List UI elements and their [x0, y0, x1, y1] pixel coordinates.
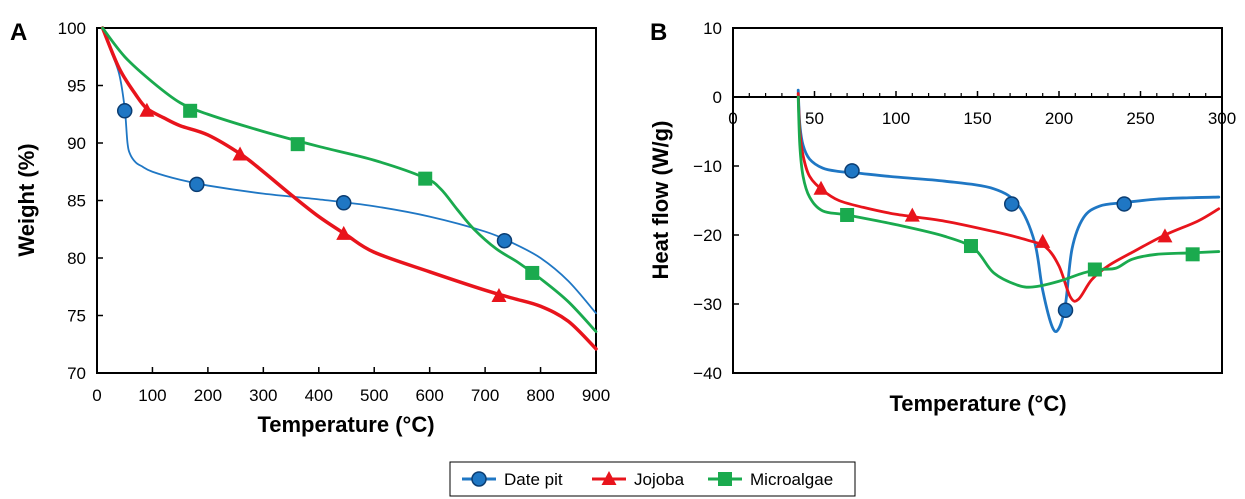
data-point-date-pit [496, 233, 513, 249]
data-point-date-pit [1116, 196, 1132, 212]
series-line-date-pit [101, 27, 597, 315]
legend-item-jojoba: Jojoba [592, 470, 685, 489]
x-tick-label: 250 [1126, 109, 1154, 128]
data-point-jojoba [1157, 228, 1173, 243]
panel-a-markers [116, 102, 540, 302]
panel-a-x-axis-title: Temperature (°C) [257, 412, 434, 437]
data-point-microalgae [525, 265, 540, 280]
y-tick-label: −20 [693, 226, 722, 245]
legend-box [449, 461, 856, 497]
x-tick-label: 300 [1208, 109, 1236, 128]
panel-a-lines [100, 26, 598, 351]
x-tick-label: 100 [882, 109, 910, 128]
data-point-microalgae [183, 103, 198, 118]
y-tick-label: 80 [67, 249, 86, 268]
legend-item-date-pit: Date pit [462, 470, 563, 489]
x-tick-label: 700 [471, 386, 499, 405]
panel-b-x-axis-title: Temperature (°C) [889, 391, 1066, 416]
legend-swatch-marker [471, 471, 487, 487]
y-tick-label: −40 [693, 364, 722, 383]
data-point-jojoba [336, 225, 352, 240]
data-point-jojoba [813, 180, 829, 195]
legend-items: Date pit Jojoba Microalgae [462, 470, 833, 489]
x-tick-label: 800 [526, 386, 554, 405]
legend-item-microalgae: Microalgae [708, 470, 833, 489]
series-line-jojoba [796, 92, 1221, 303]
data-point-jojoba [1035, 233, 1051, 248]
y-tick-label: 10 [703, 19, 722, 38]
x-tick-label: 100 [138, 386, 166, 405]
x-tick-label: 200 [194, 386, 222, 405]
data-point-microalgae [1185, 247, 1200, 262]
data-point-date-pit [335, 195, 352, 211]
data-point-date-pit [1003, 196, 1020, 212]
y-tick-label: 85 [67, 192, 86, 211]
y-tick-label: 75 [67, 307, 86, 326]
data-point-date-pit [116, 103, 133, 119]
data-point-jojoba [491, 287, 507, 302]
y-tick-label: −30 [693, 295, 722, 314]
x-tick-label: 50 [805, 109, 824, 128]
data-point-date-pit [189, 176, 205, 193]
data-point-date-pit [1057, 302, 1074, 318]
legend-label: Date pit [504, 470, 563, 489]
x-tick-label: 0 [92, 386, 101, 405]
legend-swatch-marker [718, 472, 732, 486]
legend: Date pit Jojoba Microalgae [449, 461, 856, 497]
y-tick-label: 70 [67, 364, 86, 383]
y-tick-label: 90 [67, 134, 86, 153]
y-tick-label: 0 [713, 88, 722, 107]
y-tick-label: −10 [693, 157, 722, 176]
data-point-jojoba [232, 146, 248, 161]
panel-b-lines [796, 88, 1221, 334]
data-point-microalgae [1087, 262, 1102, 277]
legend-label: Microalgae [750, 470, 833, 489]
data-point-date-pit [844, 163, 860, 179]
x-tick-label: 150 [963, 109, 991, 128]
series-line-microalgae [796, 95, 1221, 289]
panel-a-y-axis-title: Weight (%) [14, 143, 39, 256]
panel-a-ticks: 0 100 200 300 400 500 600 700 800 900 70 75 80 85 90 95… [58, 19, 611, 405]
legend-swatch-marker [601, 471, 617, 485]
x-tick-label: 0 [728, 109, 737, 128]
data-point-microalgae [290, 137, 305, 152]
data-point-jojoba [904, 207, 920, 222]
y-tick-label: 100 [58, 19, 86, 38]
panel-b-letter: B [650, 19, 667, 46]
series-line-jojoba [100, 26, 598, 351]
data-point-microalgae [840, 207, 855, 222]
x-tick-label: 600 [415, 386, 443, 405]
x-tick-label: 900 [582, 386, 610, 405]
data-point-microalgae [418, 171, 433, 186]
panel-a: A 0 100 200 300 400 500 600 700 800 900 70 75 80 85 90… [10, 19, 610, 437]
x-tick-label: 300 [249, 386, 277, 405]
panel-b-plot-frame [732, 27, 1223, 374]
panel-b-markers [813, 163, 1200, 318]
y-tick-label: 95 [67, 77, 86, 96]
x-tick-label: 500 [360, 386, 388, 405]
x-tick-label: 400 [305, 386, 333, 405]
data-point-microalgae [963, 239, 978, 254]
panel-a-letter: A [10, 19, 27, 46]
data-point-jojoba [139, 102, 155, 117]
legend-label: Jojoba [634, 470, 685, 489]
x-tick-label: 200 [1045, 109, 1073, 128]
panel-b-y-axis-title: Heat flow (W/g) [648, 121, 673, 280]
